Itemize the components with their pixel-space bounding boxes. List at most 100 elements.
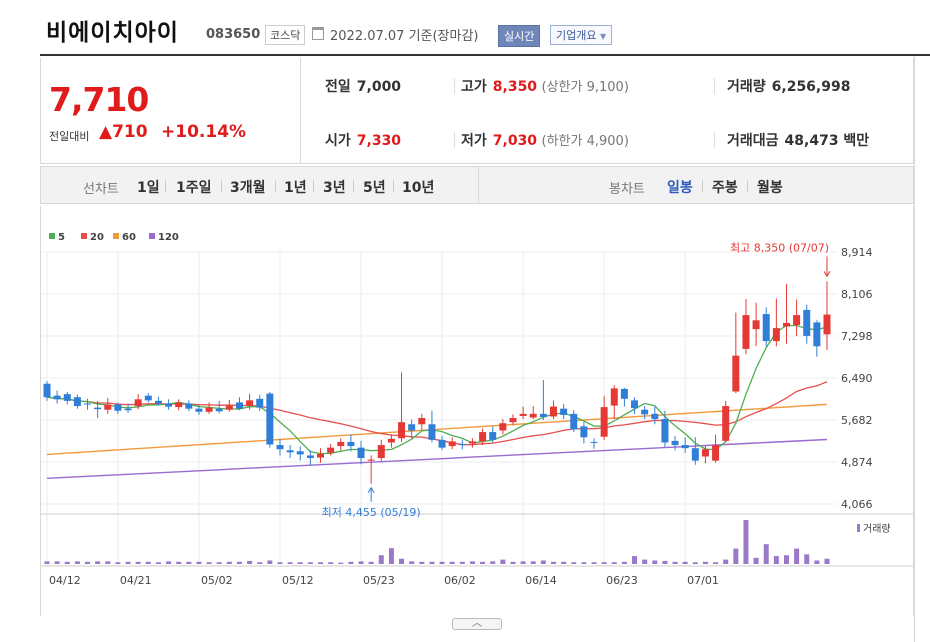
candle-body: [215, 408, 223, 412]
candle-body: [529, 413, 537, 418]
min-price-label: 최저 4,455 (05/19): [322, 506, 421, 519]
open-cell: 시가 7,330: [325, 130, 401, 150]
volume-bar: [601, 562, 607, 564]
volume-bar: [713, 562, 719, 564]
tab-1d[interactable]: 1일: [137, 180, 160, 196]
volume-bar: [632, 556, 638, 564]
candle-body: [418, 418, 426, 425]
high-cell: 고가 8,350 (상한가 9,100): [461, 76, 629, 96]
candle-body: [681, 445, 689, 449]
volume-bar: [429, 561, 435, 564]
candle-body: [246, 400, 254, 406]
x-tick-label: 06/23: [606, 574, 638, 587]
low-cell: 저가 7,030 (하한가 4,900): [461, 130, 629, 150]
price-box: 7,710 전일대비 ▲710 +10.14%: [41, 58, 301, 164]
page-edge: [914, 56, 930, 642]
volume-bar: [338, 562, 344, 564]
volume-bar: [804, 554, 810, 564]
volume-bar: [540, 560, 546, 564]
ma5-line: [46, 324, 828, 455]
chevron-up-icon: ︿: [472, 618, 482, 629]
tab-10y[interactable]: 10년: [402, 180, 435, 196]
current-price: 7,710: [49, 80, 149, 119]
candle-chart-title: 봉차트: [609, 182, 645, 197]
compare-label: 전일대비: [49, 130, 90, 143]
candle-body: [53, 395, 61, 400]
tab-monthly[interactable]: 월봉: [757, 180, 783, 196]
candle-body: [641, 409, 649, 415]
candle-body: [509, 418, 517, 423]
candle-body: [225, 405, 233, 410]
stock-header: 비에이치아이 083650 코스닥 2022.07.07 기준(장마감) 실시간…: [0, 0, 930, 56]
ma60-line: [46, 403, 828, 456]
volume-bar: [105, 561, 111, 564]
realtime-button[interactable]: 실시간: [498, 25, 541, 47]
volume-bar: [469, 561, 475, 564]
volume-bar: [733, 548, 739, 564]
legend-label: 60: [122, 232, 136, 243]
calendar-icon: [312, 27, 324, 40]
volume-bar: [115, 562, 121, 564]
y-tick-label: 8,106: [841, 288, 873, 301]
y-tick-label: 6,490: [841, 372, 873, 385]
tab-1w[interactable]: 1주일: [176, 180, 212, 196]
candle-body: [185, 403, 193, 409]
base-date: 2022.07.07 기준(장마감): [330, 29, 479, 44]
volume-bar: [692, 562, 698, 564]
volume-bar: [743, 520, 749, 564]
candle-body: [367, 459, 375, 461]
tab-1y[interactable]: 1년: [284, 180, 307, 196]
candle-body: [306, 455, 314, 459]
separator: [221, 180, 222, 192]
prev-close-value: 7,000: [356, 79, 402, 95]
candle-body: [701, 449, 709, 457]
volume-bar: [591, 562, 597, 564]
legend-swatch: [49, 233, 55, 239]
candle-body: [165, 403, 173, 407]
stock-name: 비에이치아이: [46, 20, 179, 46]
volume-bar: [824, 558, 830, 564]
candle-body: [671, 440, 679, 446]
volume-bar: [449, 561, 455, 564]
separator: [714, 78, 715, 94]
y-tick-label: 4,066: [841, 498, 873, 511]
candle-body: [631, 400, 639, 409]
tab-daily[interactable]: 일봉: [667, 180, 693, 196]
tab-3m[interactable]: 3개월: [230, 180, 266, 196]
company-overview-dropdown[interactable]: 기업개요 ▼: [550, 25, 613, 45]
candle-body: [195, 408, 203, 412]
candle-body: [114, 404, 122, 411]
collapse-button[interactable]: ︿: [452, 618, 502, 630]
volume-bar: [216, 562, 222, 564]
candle-body: [803, 309, 811, 336]
candle-body: [276, 445, 284, 450]
candle-body: [398, 422, 406, 439]
candle-body: [752, 320, 760, 330]
volume-bar: [257, 562, 263, 564]
candle-body: [610, 388, 618, 406]
tab-weekly[interactable]: 주봉: [712, 180, 738, 196]
volume-bar: [125, 561, 131, 564]
tab-3y[interactable]: 3년: [323, 180, 346, 196]
y-tick-label: 8,914: [841, 246, 873, 259]
volume-bar: [621, 561, 627, 564]
volume-bar: [611, 562, 617, 564]
volume-bar: [702, 561, 708, 564]
volume-bar: [155, 562, 161, 564]
volume-bar: [287, 562, 293, 564]
candle-body: [479, 432, 487, 442]
candle-body: [458, 444, 466, 446]
legend-label: 20: [90, 232, 104, 243]
high-label: 고가: [461, 79, 487, 95]
candle-body: [580, 426, 588, 438]
tab-5y[interactable]: 5년: [363, 180, 386, 196]
candle-body: [104, 404, 112, 410]
max-price-label: 최고 8,350 (07/07): [730, 241, 829, 254]
separator: [454, 132, 455, 148]
volume-bar: [419, 561, 425, 564]
volume-bar: [64, 561, 70, 564]
lower-limit: (하한가 4,900): [541, 134, 629, 149]
volume-bar: [145, 561, 151, 564]
volume-bar: [480, 561, 486, 564]
volume-bar: [500, 559, 506, 564]
